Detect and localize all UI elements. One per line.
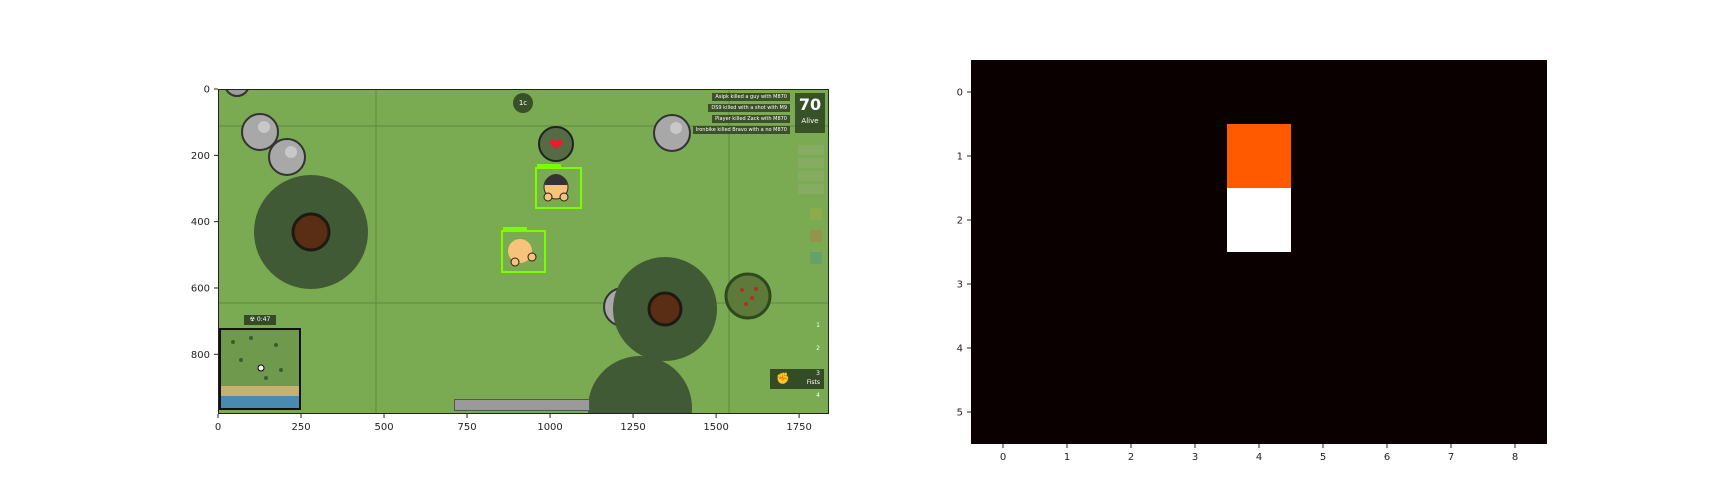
oak-tree (254, 175, 368, 289)
stone-rock (241, 113, 279, 151)
game-world: ❤ (219, 90, 828, 413)
player-bounding-box (535, 164, 582, 209)
game-y-tick-label: 200 (191, 151, 210, 162)
weapon-slot-2[interactable]: 2 (816, 345, 820, 352)
svg-text:❤: ❤ (548, 135, 563, 156)
ping-badge: 1c (513, 93, 533, 113)
zone-timer: ☢ 0:47 (244, 315, 276, 325)
heatmap-x-tick-label: 1 (1064, 452, 1070, 463)
heatmap-x-tick-label: 8 (1512, 452, 1518, 463)
game-x-tick-label: 0 (215, 422, 221, 433)
player-character (543, 174, 569, 202)
heatmap-y-tick-label: 2 (957, 216, 963, 227)
player-character (508, 239, 537, 267)
game-x-tick-label: 1500 (703, 422, 728, 433)
heatmap-x-tick-label: 0 (1000, 452, 1006, 463)
kill-feed-entry: Player killed Zack with M870 (712, 115, 790, 123)
inventory-slots[interactable] (798, 145, 824, 264)
heatmap-plot (971, 60, 1547, 444)
weapon-slot-number: 3 (816, 370, 820, 377)
oak-tree (613, 257, 717, 361)
stone-rock (225, 90, 249, 97)
weapon-slot-1[interactable]: 1 (816, 322, 820, 329)
kill-feed-entry: Ironbike killed Bravo with a no M870 (692, 126, 790, 134)
health-bar (454, 399, 590, 411)
inventory-slot[interactable] (798, 145, 824, 155)
heatmap-x-tick-label: 6 (1384, 452, 1390, 463)
game-y-tick-label: 0 (204, 85, 210, 96)
oak-tree (588, 356, 692, 413)
inventory-slot[interactable] (798, 171, 824, 181)
kill-feed-entry: Asipk killed a guy with M870 (712, 93, 790, 101)
alive-label: Alive (801, 117, 819, 125)
bbox-label (503, 227, 527, 230)
heatmap-x-tick-label: 2 (1128, 452, 1134, 463)
game-y-tick-label: 400 (191, 217, 210, 228)
game-view[interactable]: ❤ 1c Asipk killed a guy with M870 DS9 ki… (218, 89, 829, 414)
game-x-tick-label: 500 (374, 422, 393, 433)
inventory-slot[interactable] (798, 184, 824, 194)
game-x-tick-label: 1250 (620, 422, 645, 433)
ammo-slot[interactable] (810, 230, 822, 242)
heatmap-y-tick-label: 3 (957, 280, 963, 291)
ammo-slot[interactable] (810, 208, 822, 220)
stone-rock (653, 114, 691, 152)
heart-icon: ❤ (538, 126, 574, 162)
alive-counter: 70 Alive (795, 93, 825, 133)
weapon-slot-4[interactable]: 4 (816, 392, 820, 399)
game-x-tick-label: 1000 (537, 422, 562, 433)
heatmap-y-tick-label: 1 (957, 152, 963, 163)
minimap-terrain (221, 330, 299, 408)
fist-icon: ✊ (776, 372, 790, 385)
heatmap-x-tick-label: 4 (1256, 452, 1262, 463)
stone-rock (268, 138, 306, 176)
heatmap-cell (1227, 188, 1291, 252)
heatmap-cell (1227, 124, 1291, 188)
minimap[interactable] (219, 328, 301, 410)
inventory-slot[interactable] (798, 158, 824, 168)
ammo-slot[interactable] (810, 252, 822, 264)
weapon-slot-3-active[interactable]: ✊ 3 Fists (770, 369, 824, 389)
game-y-tick-label: 800 (191, 350, 210, 361)
heatmap-x-tick-label: 7 (1448, 452, 1454, 463)
kill-feed-entry: DS9 killed with a shot with M9 (708, 104, 790, 112)
heatmap-x-tick-label: 5 (1320, 452, 1326, 463)
game-x-tick-label: 750 (458, 422, 477, 433)
heatmap-y-tick-label: 5 (957, 408, 963, 419)
heatmap-y-tick-label: 4 (957, 344, 963, 355)
berry-bush (724, 272, 772, 320)
game-x-tick-label: 1750 (786, 422, 811, 433)
game-y-tick-label: 600 (191, 283, 210, 294)
heatmap-x-tick-label: 3 (1192, 452, 1198, 463)
player-bounding-box (501, 227, 546, 273)
bbox-label (537, 164, 561, 167)
game-x-tick-label: 250 (291, 422, 310, 433)
alive-count: 70 (798, 95, 822, 114)
heatmap-y-tick-label: 0 (957, 88, 963, 99)
heatmap-chart (971, 60, 1547, 444)
weapon-name: Fists (806, 379, 820, 386)
